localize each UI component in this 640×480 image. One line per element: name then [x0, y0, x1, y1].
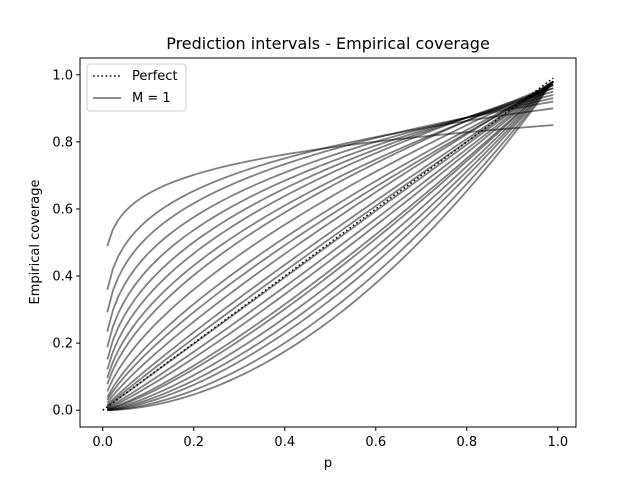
coverage-curve [107, 80, 554, 411]
coverage-curve [107, 80, 554, 411]
coverage-curve [106, 107, 554, 291]
x-axis-ticks: 0.0 0.2 0.4 0.6 0.8 1.0 [92, 427, 568, 450]
x-axis-label: p [324, 456, 332, 471]
coverage-curve [107, 80, 554, 411]
curves-layer [106, 80, 554, 412]
coverage-curve [107, 80, 554, 412]
y-tick-label: 0.8 [52, 135, 73, 150]
x-tick-label: 0.6 [365, 435, 386, 450]
chart-title: Prediction intervals - Empirical coverag… [166, 34, 490, 53]
y-axis-ticks: 0.0 0.2 0.4 0.6 0.8 1.0 [52, 68, 80, 419]
legend-box [86, 63, 187, 112]
coverage-curve [106, 80, 554, 410]
perfect-layer [102, 77, 554, 411]
legend: Perfect M = 1 [86, 63, 187, 112]
legend-label-perfect: Perfect [132, 69, 178, 84]
y-tick-label: 0.6 [52, 202, 73, 217]
coverage-curve [106, 94, 554, 348]
coverage-curve [106, 84, 554, 398]
coverage-curve [106, 100, 554, 313]
legend-label-m1: M = 1 [132, 91, 171, 106]
x-tick-label: 0.0 [92, 435, 113, 450]
x-tick-label: 1.0 [547, 435, 568, 450]
x-tick-label: 0.8 [456, 435, 477, 450]
coverage-curve [107, 80, 554, 411]
coverage-curve [106, 80, 554, 409]
y-tick-label: 0.2 [52, 337, 73, 352]
x-tick-label: 0.2 [183, 435, 204, 450]
y-axis-label: Empirical coverage [28, 180, 43, 305]
y-tick-label: 0.0 [52, 404, 73, 419]
perfect-line [102, 77, 554, 411]
coverage-curve [106, 124, 554, 247]
coverage-curve [106, 84, 554, 401]
y-tick-label: 0.4 [52, 270, 73, 285]
plot-frame [79, 57, 577, 428]
y-tick-label: 1.0 [52, 68, 73, 83]
coverage-curve [107, 80, 554, 412]
x-tick-label: 0.4 [274, 435, 295, 450]
coverage-curve [107, 80, 554, 411]
